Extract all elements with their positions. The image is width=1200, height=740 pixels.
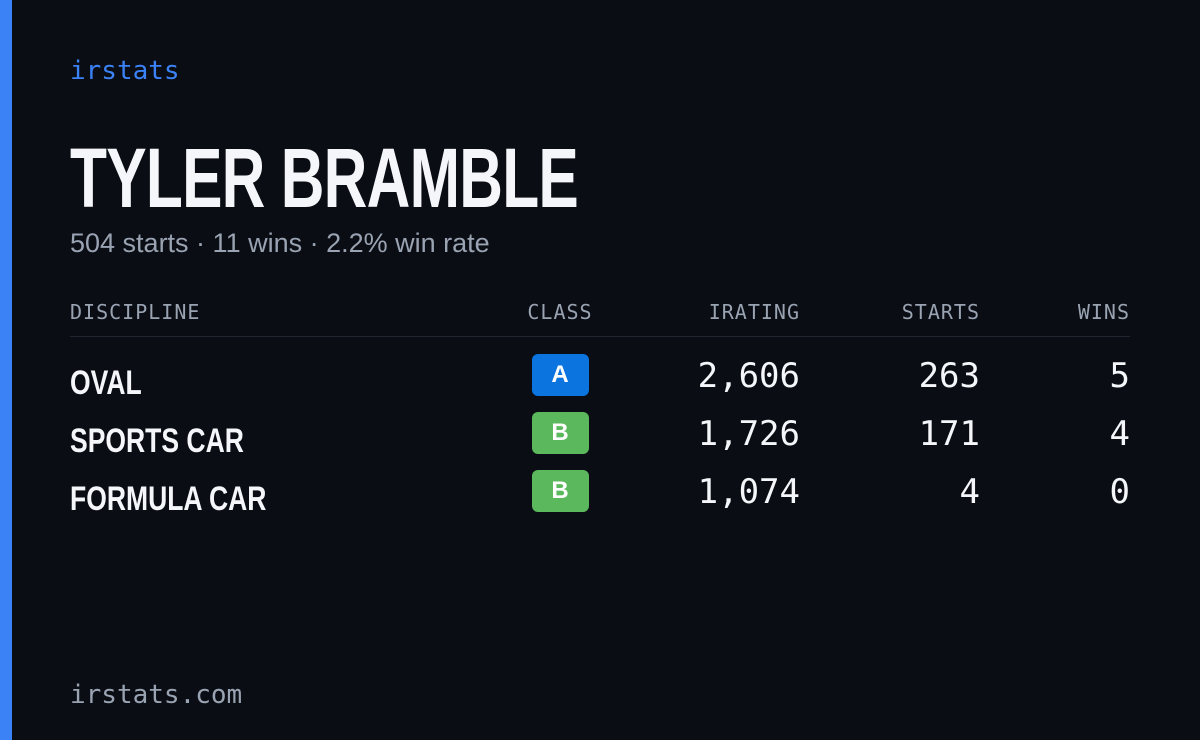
- column-header: CLASS: [527, 300, 593, 324]
- column-header: DISCIPLINE: [70, 300, 201, 324]
- starts: 171: [918, 414, 980, 454]
- class-badge: B: [531, 470, 589, 512]
- wins: 4: [1109, 414, 1130, 454]
- accent-bar: [0, 0, 12, 740]
- column-header: STARTS: [901, 300, 980, 324]
- irating: 1,074: [697, 472, 800, 512]
- discipline: FORMULA CAR: [70, 480, 267, 518]
- brand: irstats: [70, 56, 180, 86]
- irating: 1,726: [697, 414, 800, 454]
- starts: 263: [918, 356, 980, 396]
- divider: [70, 336, 1130, 337]
- column-header: WINS: [1077, 300, 1130, 324]
- footer-link: irstats.com: [70, 680, 243, 710]
- wins: 5: [1109, 356, 1130, 396]
- summary: 504 starts · 11 wins · 2.2% win rate: [70, 228, 490, 258]
- class-badge: B: [531, 412, 589, 454]
- starts: 4: [959, 472, 980, 512]
- discipline: SPORTS CAR: [70, 422, 244, 460]
- class-badge: A: [531, 354, 589, 396]
- discipline: OVAL: [70, 364, 142, 402]
- player-name: TYLER BRAMBLE: [70, 131, 579, 225]
- column-header: IRATING: [708, 300, 800, 324]
- irating: 2,606: [697, 356, 800, 396]
- wins: 0: [1109, 472, 1130, 512]
